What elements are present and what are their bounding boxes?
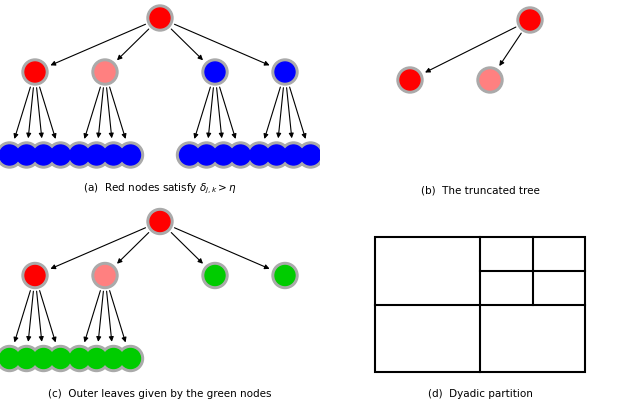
Circle shape [280,142,307,168]
Circle shape [47,346,74,372]
Text: (d)  Dyadic partition: (d) Dyadic partition [428,389,532,399]
Circle shape [13,346,40,372]
Circle shape [22,59,48,85]
Circle shape [196,145,216,165]
Circle shape [31,142,56,168]
Text: (b)  The truncated tree: (b) The truncated tree [420,186,540,195]
Circle shape [211,142,237,168]
Circle shape [480,70,500,90]
Circle shape [33,348,54,368]
Circle shape [104,145,124,165]
Circle shape [284,145,303,165]
Circle shape [230,145,250,165]
Text: (a)  Red nodes satisfy $\delta_{j,k} > \eta$: (a) Red nodes satisfy $\delta_{j,k} > \e… [83,181,237,195]
Circle shape [86,145,106,165]
Circle shape [0,348,19,368]
Circle shape [22,263,48,289]
Circle shape [83,142,109,168]
Circle shape [275,265,295,285]
Circle shape [118,346,143,372]
Circle shape [205,62,225,82]
Circle shape [51,145,70,165]
Circle shape [0,142,22,168]
Circle shape [272,59,298,85]
Circle shape [272,263,298,289]
Circle shape [25,62,45,82]
Circle shape [92,59,118,85]
Circle shape [70,145,90,165]
Circle shape [193,142,220,168]
Circle shape [25,265,45,285]
Circle shape [150,8,170,28]
Circle shape [177,142,202,168]
Circle shape [67,346,93,372]
Circle shape [250,145,269,165]
Circle shape [100,346,127,372]
Circle shape [70,348,90,368]
Circle shape [33,145,54,165]
Circle shape [83,346,109,372]
Circle shape [31,346,56,372]
Circle shape [0,145,19,165]
Circle shape [205,265,225,285]
Circle shape [100,142,127,168]
Circle shape [275,62,295,82]
Circle shape [17,348,36,368]
Circle shape [246,142,273,168]
Circle shape [477,67,503,93]
Circle shape [517,7,543,33]
Circle shape [147,208,173,234]
Circle shape [266,145,287,165]
Circle shape [202,263,228,289]
Circle shape [95,62,115,82]
Bar [375,237,585,372]
Circle shape [118,142,143,168]
Circle shape [0,346,22,372]
Circle shape [51,348,70,368]
Circle shape [150,212,170,232]
Circle shape [298,142,323,168]
Circle shape [95,265,115,285]
Circle shape [17,145,36,165]
Circle shape [86,348,106,368]
Circle shape [397,67,423,93]
Circle shape [47,142,74,168]
Circle shape [520,10,540,30]
Circle shape [264,142,289,168]
Circle shape [120,145,141,165]
Circle shape [120,348,141,368]
Circle shape [13,142,40,168]
Circle shape [179,145,200,165]
Text: (c)  Outer leaves given by the green nodes: (c) Outer leaves given by the green node… [48,389,272,399]
Circle shape [301,145,321,165]
Circle shape [92,263,118,289]
Circle shape [67,142,93,168]
Circle shape [202,59,228,85]
Circle shape [227,142,253,168]
Circle shape [104,348,124,368]
Circle shape [400,70,420,90]
Circle shape [214,145,234,165]
Circle shape [147,5,173,31]
